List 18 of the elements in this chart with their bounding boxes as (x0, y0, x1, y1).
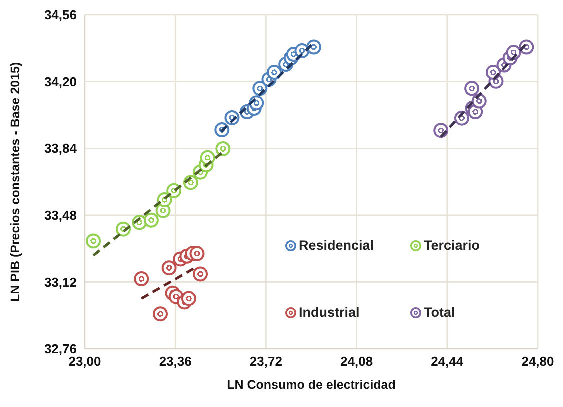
x-tick-label: 24,44 (431, 354, 464, 370)
x-tick-label: 23,36 (159, 354, 192, 370)
y-tick-label: 32,76 (44, 342, 77, 357)
legend-label: Industrial (299, 305, 360, 320)
x-tick-label: 24,08 (340, 354, 374, 370)
y-tick-label: 34,20 (44, 74, 77, 90)
x-tick-label: 24,80 (522, 354, 554, 370)
y-tick-label: 34,56 (44, 8, 77, 23)
y-tick-label: 33,48 (44, 208, 77, 224)
y-tick-label: 33,84 (44, 141, 78, 156)
y-axis-title: LN PIB (Precios constantes - Base 2015) (8, 62, 22, 302)
legend-label: Terciario (424, 238, 480, 253)
legend-label: Residencial (299, 238, 374, 253)
x-tick-label: 23,72 (250, 354, 282, 370)
legend-label: Total (424, 305, 456, 320)
y-tick-label: 33,12 (44, 274, 77, 290)
x-tick-label: 23,00 (68, 354, 102, 370)
x-axis-title: LN Consumo de electricidad (227, 378, 396, 392)
